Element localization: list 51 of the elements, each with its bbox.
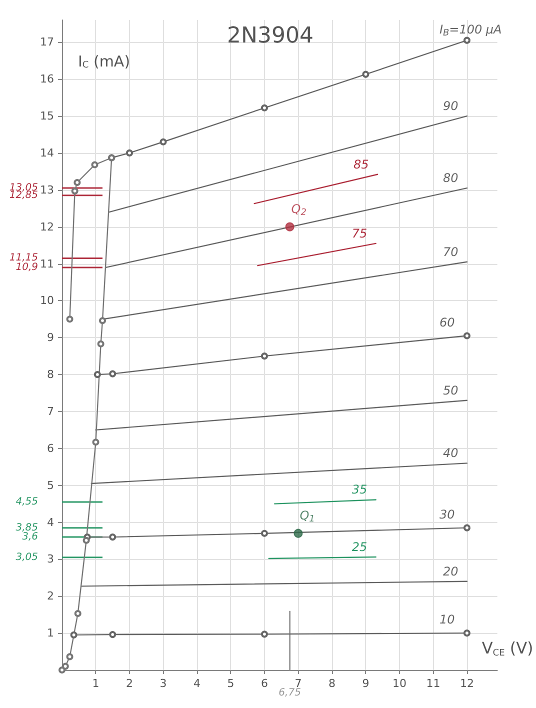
y-tick-label: 3 <box>47 552 54 566</box>
x-tick-label: 3 <box>160 677 167 690</box>
y-tick-label: 13 <box>40 183 54 196</box>
series-label: 60 <box>439 315 456 330</box>
ref-line-label: 3,85 <box>16 522 38 534</box>
y-tick-label: 9 <box>47 331 54 344</box>
y-tick-label: 17 <box>40 36 54 49</box>
y-tick-label: 16 <box>40 72 54 86</box>
series-label: 50 <box>442 383 459 398</box>
series-label: 35 <box>352 482 368 497</box>
x-tick-label: 10 <box>392 677 406 690</box>
y-tick-label: 12 <box>40 220 54 234</box>
series-label: 25 <box>352 540 368 554</box>
x-tick-label: 12 <box>460 677 474 690</box>
y-tick-label: 11 <box>40 257 54 270</box>
series-label: 30 <box>439 507 456 522</box>
y-tick-label: 4 <box>47 516 54 529</box>
chart-title: 2N3904 <box>227 24 314 48</box>
series-label: 40 <box>442 446 459 460</box>
x-tick-label: 2 <box>126 677 133 690</box>
y-tick-label: 2 <box>47 590 54 603</box>
ref-line-label: 10,9 <box>16 262 38 273</box>
x-tick-label: 8 <box>328 677 336 690</box>
x-tick-label: 1 <box>92 677 100 690</box>
x-tick-label: 6 <box>260 677 268 690</box>
series-label: 85 <box>354 157 369 172</box>
ref-line-label: 6,75 <box>278 688 301 698</box>
y-tick-label: 10 <box>40 294 54 308</box>
series-label: 10 <box>439 612 456 627</box>
y-tick-label: 7 <box>47 404 54 418</box>
y-tick-label: 5 <box>47 478 54 492</box>
y-tick-label: 15 <box>40 110 54 123</box>
x-tick-label: 9 <box>362 677 370 690</box>
y-axis-title: IC (mA) <box>78 52 130 70</box>
ref-line-label: 3,05 <box>16 552 38 563</box>
ref-line-label: 12,85 <box>9 190 38 201</box>
series-label: 20 <box>442 564 459 578</box>
y-tick-label: 6 <box>47 442 54 455</box>
y-tick-label: 1 <box>47 626 54 640</box>
ref-line-label: 4,55 <box>16 496 38 508</box>
x-tick-label: 5 <box>227 677 234 690</box>
ref-line-label: 11,15 <box>9 252 38 264</box>
y-tick-label: 14 <box>40 146 54 160</box>
series-label: 75 <box>352 226 368 240</box>
ref-line-label: 3,6 <box>22 532 38 543</box>
x-tick-label: 4 <box>193 677 200 690</box>
series-label: 80 <box>442 171 459 186</box>
series-label: 90 <box>442 99 459 114</box>
y-tick-label: 8 <box>47 368 54 382</box>
x-tick-label: 11 <box>426 677 440 690</box>
series-label: 70 <box>442 244 459 259</box>
